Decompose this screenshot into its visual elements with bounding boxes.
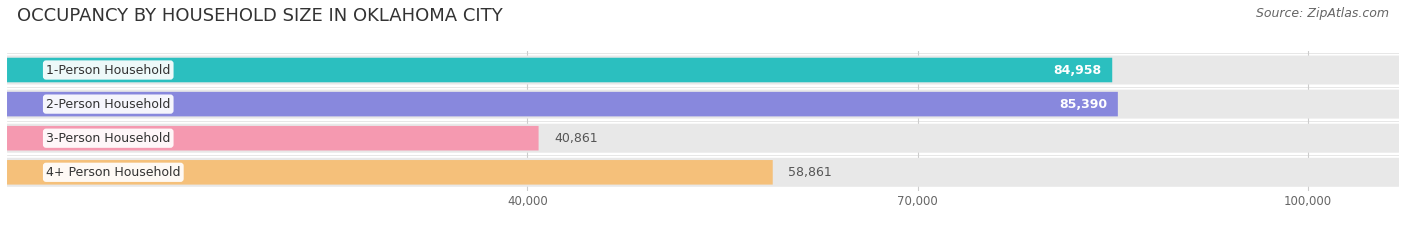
FancyBboxPatch shape <box>7 158 1399 187</box>
FancyBboxPatch shape <box>7 90 1399 119</box>
FancyBboxPatch shape <box>7 55 1399 85</box>
Text: OCCUPANCY BY HOUSEHOLD SIZE IN OKLAHOMA CITY: OCCUPANCY BY HOUSEHOLD SIZE IN OKLAHOMA … <box>17 7 502 25</box>
FancyBboxPatch shape <box>7 126 538 151</box>
Text: 2-Person Household: 2-Person Household <box>46 98 170 111</box>
Text: 4+ Person Household: 4+ Person Household <box>46 166 180 179</box>
Text: 85,390: 85,390 <box>1059 98 1108 111</box>
FancyBboxPatch shape <box>7 92 1118 116</box>
FancyBboxPatch shape <box>7 160 773 185</box>
FancyBboxPatch shape <box>7 124 1399 153</box>
Text: 40,861: 40,861 <box>554 132 598 145</box>
Text: 1-Person Household: 1-Person Household <box>46 64 170 76</box>
Text: 3-Person Household: 3-Person Household <box>46 132 170 145</box>
Text: 58,861: 58,861 <box>789 166 832 179</box>
FancyBboxPatch shape <box>7 58 1112 82</box>
Text: 84,958: 84,958 <box>1053 64 1102 76</box>
Text: Source: ZipAtlas.com: Source: ZipAtlas.com <box>1256 7 1389 20</box>
